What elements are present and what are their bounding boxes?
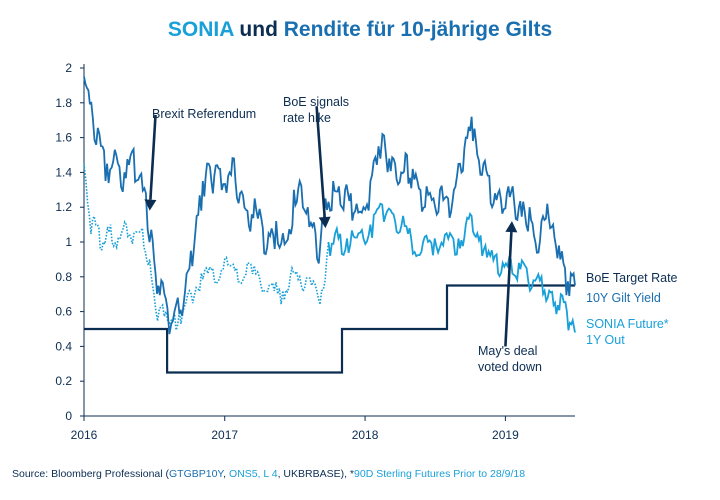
- y-tick-label: 1.8: [55, 96, 72, 110]
- annotation-label-may-deal: May's deal: [478, 344, 537, 358]
- annotation-label-may-deal-line2: voted down: [478, 360, 542, 374]
- y-tick-label: 2: [65, 61, 72, 75]
- annotation-label-boe-hike: BoE signals: [283, 95, 349, 109]
- source-futures: 90D Sterling Futures Prior to 28/9/18: [354, 468, 526, 480]
- annotation-arrowhead-brexit: [144, 199, 157, 211]
- legend-label-1: BoE Target Rate: [586, 271, 678, 285]
- source-gilt: GTGBP10Y: [169, 468, 224, 480]
- y-tick-label: 0: [65, 409, 72, 423]
- annotation-arrowhead-may-deal: [505, 221, 518, 233]
- y-tick-label: 1: [65, 235, 72, 249]
- x-tick-label: 2018: [352, 428, 379, 442]
- y-tick-label: 1.6: [55, 131, 72, 145]
- series-sonia-future: [327, 202, 576, 333]
- annotation-label-brexit: Brexit Referendum: [152, 107, 256, 121]
- source-sep-2: , UKBRBASE), *: [277, 468, 355, 480]
- x-tick-label: 2017: [211, 428, 238, 442]
- y-tick-label: 1.4: [55, 165, 72, 179]
- y-tick-label: 0.6: [55, 305, 72, 319]
- line-chart: 0 0.2 0.4 0.6 0.8 1 1.2 1.4 1.6 1.8 2 2016 2017 2018 2…: [55, 61, 678, 442]
- y-tick-label: 0.4: [55, 339, 72, 353]
- annotation-arrow-brexit: [149, 114, 157, 200]
- source-note: Source: Bloomberg Professional (GTGBP10Y…: [12, 468, 525, 480]
- x-tick-label: 2019: [492, 428, 519, 442]
- y-tick-label: 0.2: [55, 374, 72, 388]
- title-part-2: und: [233, 18, 284, 41]
- x-tick-label: 2016: [71, 428, 98, 442]
- title-part-1: SONIA: [167, 18, 234, 41]
- y-tick-label: 0.8: [55, 270, 72, 284]
- annotation-arrow-boe-hike: [315, 106, 326, 218]
- source-sonia: ONS5, L 4: [228, 468, 278, 480]
- chart-title: SONIA und Rendite für 10-jährige Gilts: [0, 18, 720, 42]
- annotation-arrow-may-deal: [504, 232, 513, 347]
- y-tick-label: 1.2: [55, 200, 72, 214]
- legend-label-3: SONIA Future*: [586, 317, 669, 331]
- legend-label-2: 10Y Gilt Yield: [586, 291, 661, 305]
- series-boe-target-rate: [84, 284, 575, 374]
- series-10y-gilt-yield: [83, 76, 576, 335]
- title-part-3: Rendite für 10-jährige Gilts: [283, 18, 553, 41]
- annotation-label-boe-hike-line2: rate hike: [283, 111, 331, 125]
- legend-label-3-line2: 1Y Out: [586, 333, 625, 347]
- series-sonia-future-dotted: [83, 163, 330, 331]
- source-prefix: Source: Bloomberg Professional (: [12, 468, 169, 480]
- annotation-arrowhead-boe-hike: [318, 216, 331, 229]
- source-sep-1: ,: [223, 468, 229, 480]
